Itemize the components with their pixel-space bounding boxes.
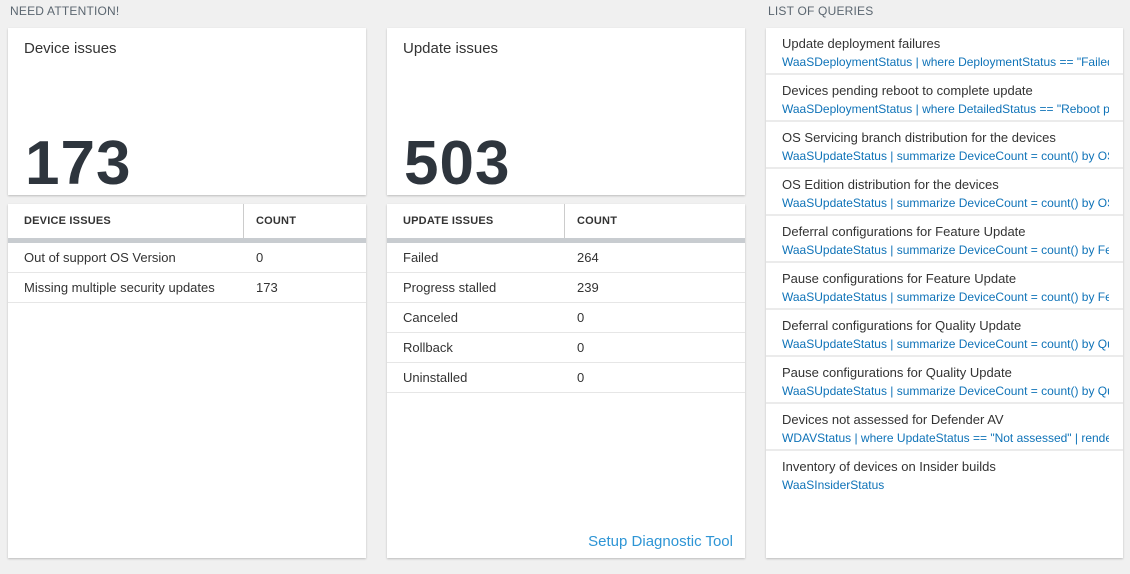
- update-issues-table: UPDATE ISSUES COUNT Failed 264 Progress …: [387, 204, 745, 558]
- update-row-count: 0: [577, 310, 585, 325]
- device-row-count: 173: [256, 280, 278, 295]
- list-of-queries-panel: Update deployment failures WaaSDeploymen…: [766, 28, 1123, 558]
- update-row-count: 0: [577, 340, 585, 355]
- query-item[interactable]: Deferral configurations for Quality Upda…: [766, 310, 1123, 357]
- update-row-count: 264: [577, 250, 599, 265]
- table-row[interactable]: Rollback 0: [387, 333, 745, 363]
- query-item[interactable]: Devices not assessed for Defender AV WDA…: [766, 404, 1123, 451]
- device-row-label: Missing multiple security updates: [24, 280, 215, 295]
- query-item[interactable]: Pause configurations for Feature Update …: [766, 263, 1123, 310]
- table-row[interactable]: Canceled 0: [387, 303, 745, 333]
- query-code: WaaSUpdateStatus | summarize DeviceCount…: [782, 196, 1109, 210]
- query-title: OS Edition distribution for the devices: [782, 177, 999, 192]
- update-table-header-count: COUNT: [577, 215, 618, 227]
- device-table-header-bar: [8, 238, 366, 243]
- query-title: Deferral configurations for Feature Upda…: [782, 224, 1026, 239]
- need-attention-section-label: NEED ATTENTION!: [10, 4, 120, 18]
- device-issues-count: 173: [25, 129, 132, 198]
- update-row-label: Failed: [403, 250, 439, 265]
- query-code: WaaSInsiderStatus: [782, 478, 885, 492]
- update-row-count: 0: [577, 370, 585, 385]
- query-title: Pause configurations for Feature Update: [782, 271, 1017, 286]
- update-table-header: UPDATE ISSUES COUNT: [387, 204, 745, 238]
- table-row[interactable]: Progress stalled 239: [387, 273, 745, 303]
- update-issues-title: Update issues: [403, 40, 499, 57]
- query-item[interactable]: OS Servicing branch distribution for the…: [766, 122, 1123, 169]
- setup-diagnostic-tool-link[interactable]: Setup Diagnostic Tool: [588, 533, 733, 550]
- query-code: WaaSUpdateStatus | summarize DeviceCount…: [782, 149, 1109, 163]
- query-title: Devices pending reboot to complete updat…: [782, 83, 1033, 98]
- query-title: Update deployment failures: [782, 36, 941, 51]
- device-row-label: Out of support OS Version: [24, 250, 176, 265]
- query-item[interactable]: Inventory of devices on Insider builds W…: [766, 451, 1123, 498]
- query-item[interactable]: Update deployment failures WaaSDeploymen…: [766, 28, 1123, 75]
- device-issues-table: DEVICE ISSUES COUNT Out of support OS Ve…: [8, 204, 366, 558]
- device-table-header-count: COUNT: [256, 215, 297, 227]
- update-issues-count: 503: [404, 129, 511, 198]
- device-table-header-issues: DEVICE ISSUES: [8, 204, 244, 238]
- update-row-label: Rollback: [403, 340, 453, 355]
- query-code: WaaSUpdateStatus | summarize DeviceCount…: [782, 384, 1109, 398]
- table-row[interactable]: Out of support OS Version 0: [8, 243, 366, 273]
- query-code: WaaSUpdateStatus | summarize DeviceCount…: [782, 337, 1109, 351]
- query-code: WaaSUpdateStatus | summarize DeviceCount…: [782, 243, 1109, 257]
- device-table-header: DEVICE ISSUES COUNT: [8, 204, 366, 238]
- query-item[interactable]: Pause configurations for Quality Update …: [766, 357, 1123, 404]
- query-item[interactable]: OS Edition distribution for the devices …: [766, 169, 1123, 216]
- device-issues-title: Device issues: [24, 40, 117, 57]
- query-title: Inventory of devices on Insider builds: [782, 459, 996, 474]
- list-of-queries-section-label: LIST OF QUERIES: [768, 4, 874, 18]
- query-code: WaaSUpdateStatus | summarize DeviceCount…: [782, 290, 1109, 304]
- update-row-count: 239: [577, 280, 599, 295]
- device-row-count: 0: [256, 250, 264, 265]
- query-title: OS Servicing branch distribution for the…: [782, 130, 1056, 145]
- query-title: Deferral configurations for Quality Upda…: [782, 318, 1022, 333]
- table-row[interactable]: Failed 264: [387, 243, 745, 273]
- query-title: Pause configurations for Quality Update: [782, 365, 1012, 380]
- query-code: WaaSDeploymentStatus | where DetailedSta…: [782, 102, 1109, 116]
- query-title: Devices not assessed for Defender AV: [782, 412, 1004, 427]
- query-code: WaaSDeploymentStatus | where DeploymentS…: [782, 55, 1109, 69]
- query-item[interactable]: Deferral configurations for Feature Upda…: [766, 216, 1123, 263]
- table-row[interactable]: Missing multiple security updates 173: [8, 273, 366, 303]
- device-issues-tile[interactable]: Device issues 173: [8, 28, 366, 198]
- table-row[interactable]: Uninstalled 0: [387, 363, 745, 393]
- query-item[interactable]: Devices pending reboot to complete updat…: [766, 75, 1123, 122]
- update-row-label: Canceled: [403, 310, 458, 325]
- update-row-label: Progress stalled: [403, 280, 497, 295]
- update-issues-tile[interactable]: Update issues 503: [387, 28, 745, 198]
- update-row-label: Uninstalled: [403, 370, 468, 385]
- query-code: WDAVStatus | where UpdateStatus == "Not …: [782, 431, 1109, 445]
- update-table-header-bar: [387, 238, 745, 243]
- update-table-header-issues: UPDATE ISSUES: [387, 204, 565, 238]
